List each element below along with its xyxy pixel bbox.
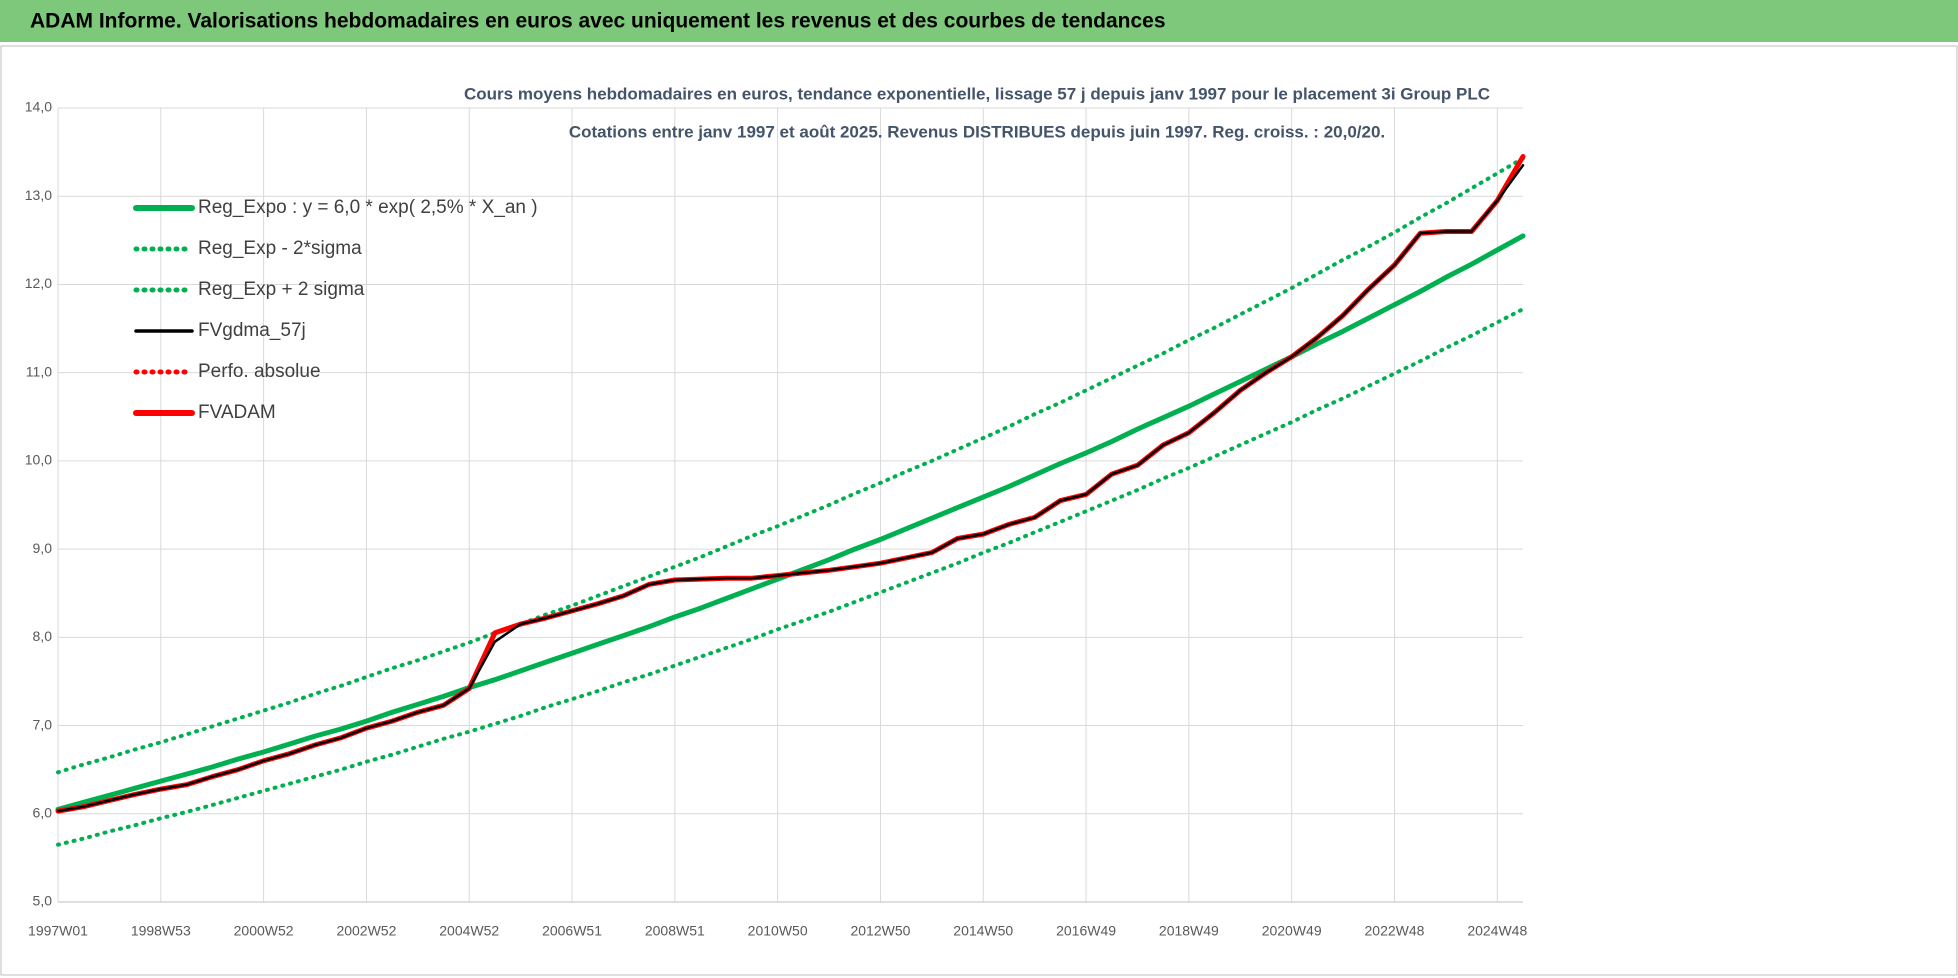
legend-label: Reg_Exp + 2 sigma bbox=[198, 279, 365, 300]
x-tick-label: 2010W50 bbox=[748, 923, 808, 939]
y-tick-label: 6,0 bbox=[33, 804, 53, 820]
y-tick-label: 7,0 bbox=[33, 716, 53, 732]
series-line bbox=[56, 156, 1525, 775]
x-tick-label: 2004W52 bbox=[439, 923, 499, 939]
x-tick-label: 1997W01 bbox=[28, 923, 88, 939]
x-tick-label: 1998W53 bbox=[131, 923, 191, 939]
legend-label: FVADAM bbox=[198, 402, 276, 423]
chart: 5,0 6,0 7,0 8,0 9,0 10,0 11,0 12,0 13,0 14,0 1997W… bbox=[25, 99, 1528, 939]
chart-frame bbox=[0, 45, 1958, 976]
y-tick-label: 9,0 bbox=[33, 540, 53, 556]
y-tick-label: 11,0 bbox=[26, 363, 52, 379]
x-tick-label: 2016W49 bbox=[1056, 923, 1116, 939]
y-tick-label: 5,0 bbox=[33, 893, 53, 909]
x-tick-label: 2012W50 bbox=[850, 923, 910, 939]
y-tick-label: 13,0 bbox=[25, 187, 52, 203]
x-tick-label: 2006W51 bbox=[542, 923, 602, 939]
y-tick-label: 14,0 bbox=[25, 99, 52, 115]
legend-label: FVgdma_57j bbox=[198, 320, 306, 341]
x-tick-label: 2000W52 bbox=[234, 923, 294, 939]
y-tick-label: 12,0 bbox=[25, 275, 52, 291]
header-title: ADAM Informe. Valorisations hebdomadaire… bbox=[30, 10, 1166, 33]
x-tick-label: 2008W51 bbox=[645, 923, 705, 939]
y-tick-label: 8,0 bbox=[33, 628, 53, 644]
x-tick-label: 2014W50 bbox=[953, 923, 1013, 939]
x-tick-label: 2018W49 bbox=[1159, 923, 1219, 939]
legend-label: Perfo. absolue bbox=[198, 361, 321, 382]
legend-label: Reg_Expo : y = 6,0 * exp( 2,5% * X_an ) bbox=[198, 197, 538, 218]
chart-subtitle: Cotations entre janv 1997 et août 2025. … bbox=[569, 122, 1385, 141]
legend-label: Reg_Exp - 2*sigma bbox=[198, 238, 362, 259]
x-tick-label: 2022W48 bbox=[1365, 923, 1425, 939]
x-tick-label: 2024W48 bbox=[1467, 923, 1527, 939]
series-line bbox=[56, 164, 1525, 813]
x-tick-label: 2002W52 bbox=[336, 923, 396, 939]
header-bar bbox=[0, 0, 1958, 42]
y-tick-label: 10,0 bbox=[25, 452, 52, 468]
x-tick-label: 2020W49 bbox=[1262, 923, 1322, 939]
chart-title: Cours moyens hebdomadaires en euros, ten… bbox=[464, 84, 1490, 103]
